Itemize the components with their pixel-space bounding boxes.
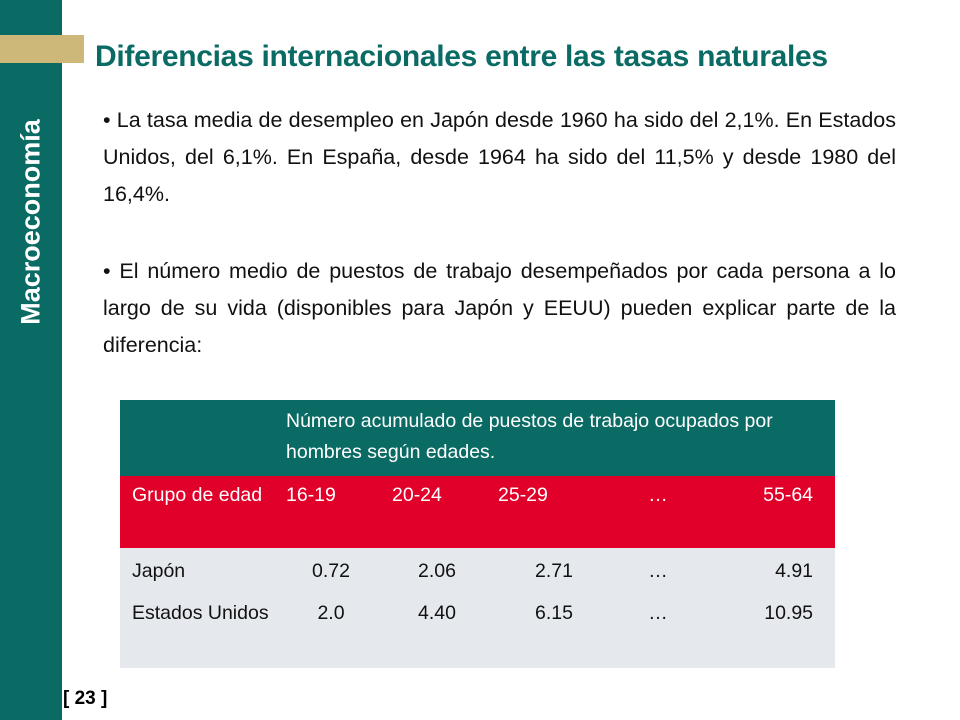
page-number: [ 23 ] — [63, 688, 108, 709]
cell: 2.06 — [418, 560, 456, 582]
sidebar: Macroeconomía — [0, 0, 62, 720]
header-25-29: 25-29 — [498, 484, 548, 506]
sidebar-label: Macroeconomía — [15, 119, 46, 325]
header-55-64: 55-64 — [763, 484, 814, 506]
cell: 4.91 — [775, 560, 814, 582]
accent-bar — [0, 35, 84, 63]
cell: 0.72 — [312, 560, 350, 582]
cell: 10.95 — [764, 602, 814, 624]
table-row: Japón 0.72 2.06 2.71 … 4.91 — [120, 548, 836, 596]
cell: 4.40 — [418, 602, 456, 624]
table-caption-row: Número acumulado de puestos de trabajo o… — [120, 400, 836, 476]
cell: … — [648, 602, 668, 624]
table-caption: Número acumulado de puestos de trabajo o… — [286, 410, 773, 463]
header-ellipsis: … — [648, 484, 668, 506]
header-16-19: 16-19 — [286, 484, 336, 506]
row-label-usa: Estados Unidos — [132, 602, 269, 624]
cell: … — [648, 560, 668, 582]
bullet-jobs-per-person: • El número medio de puestos de trabajo … — [103, 259, 896, 357]
cell: 2.0 — [317, 602, 345, 624]
cell: 2.71 — [535, 560, 573, 582]
jobs-table: Número acumulado de puestos de trabajo o… — [120, 400, 836, 668]
header-20-24: 20-24 — [392, 484, 442, 506]
page-title: Diferencias internacionales entre las ta… — [95, 40, 828, 73]
cell: 6.15 — [535, 602, 573, 624]
table-row: Estados Unidos 2.0 4.40 6.15 … 10.95 — [120, 596, 836, 668]
table-caption-spacer — [120, 400, 278, 476]
bullet-unemployment-rates: • La tasa media de desempleo en Japón de… — [103, 108, 896, 206]
table-header-row: Grupo de edad 16-19 20-24 25-29 … 55-64 — [120, 476, 836, 548]
header-age-group: Grupo de edad — [132, 484, 263, 506]
row-label-japan: Japón — [132, 560, 186, 582]
